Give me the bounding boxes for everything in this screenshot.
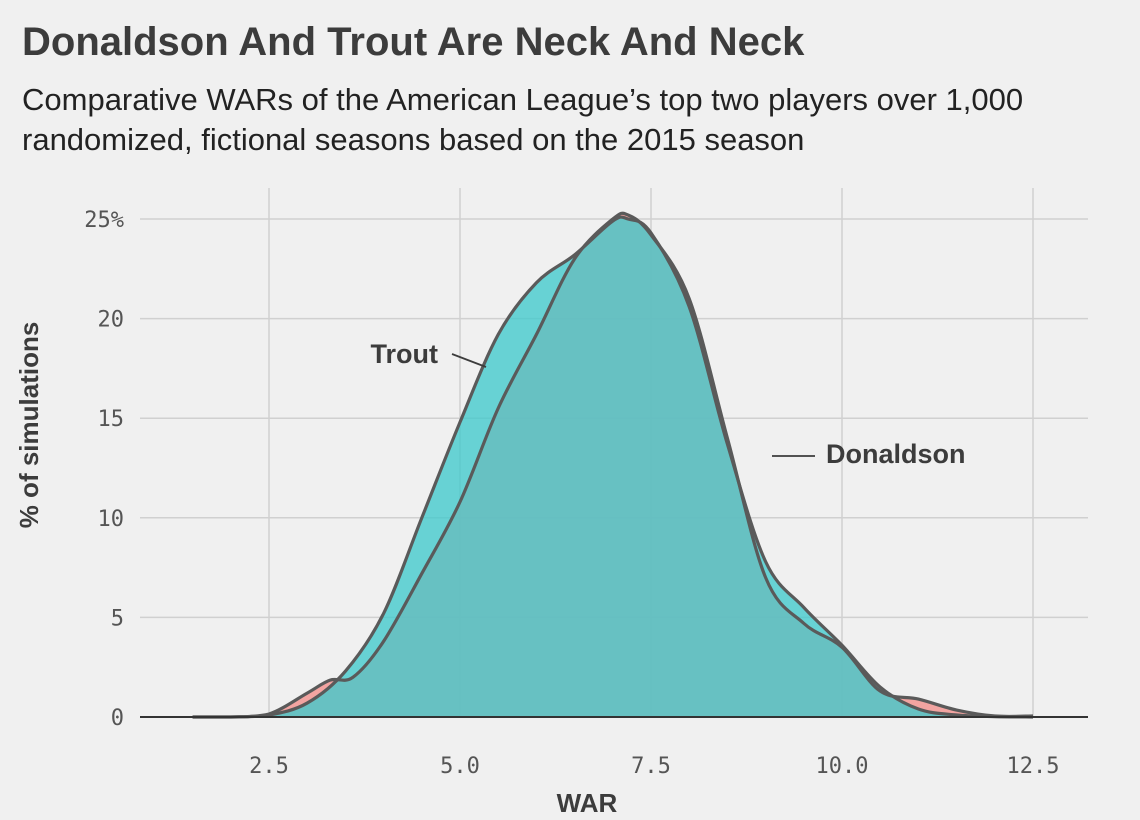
label-donaldson: Donaldson: [826, 439, 966, 469]
y-tick-label: 5: [111, 606, 124, 631]
y-tick-label: 0: [111, 706, 124, 731]
x-axis-title: WAR: [557, 788, 618, 818]
y-tick-label: 20: [98, 308, 125, 333]
series-labels: Trout Donaldson: [371, 339, 966, 469]
x-tick-label: 2.5: [249, 754, 289, 779]
axis-ticks: 0 5 10 15 20 25% 2.5 5.0 7.5 10.0 12.5: [84, 208, 1059, 779]
density-areas: [140, 211, 1088, 719]
x-tick-label: 12.5: [1007, 754, 1060, 779]
chart-subtitle: Comparative WARs of the American League’…: [22, 82, 1024, 157]
y-tick-label: 15: [98, 407, 125, 432]
y-tick-label: 10: [98, 507, 125, 532]
line-trout: [192, 215, 1034, 719]
x-tick-label: 5.0: [440, 754, 480, 779]
x-tick-label: 10.0: [816, 754, 869, 779]
chart-title: Donaldson And Trout Are Neck And Neck: [22, 20, 805, 64]
y-axis-title: % of simulations: [14, 322, 44, 529]
area-trout: [192, 217, 1034, 717]
label-trout: Trout: [371, 339, 439, 369]
y-tick-label: 25%: [84, 208, 124, 233]
leader-trout: [451, 353, 487, 368]
x-tick-label: 7.5: [631, 754, 671, 779]
